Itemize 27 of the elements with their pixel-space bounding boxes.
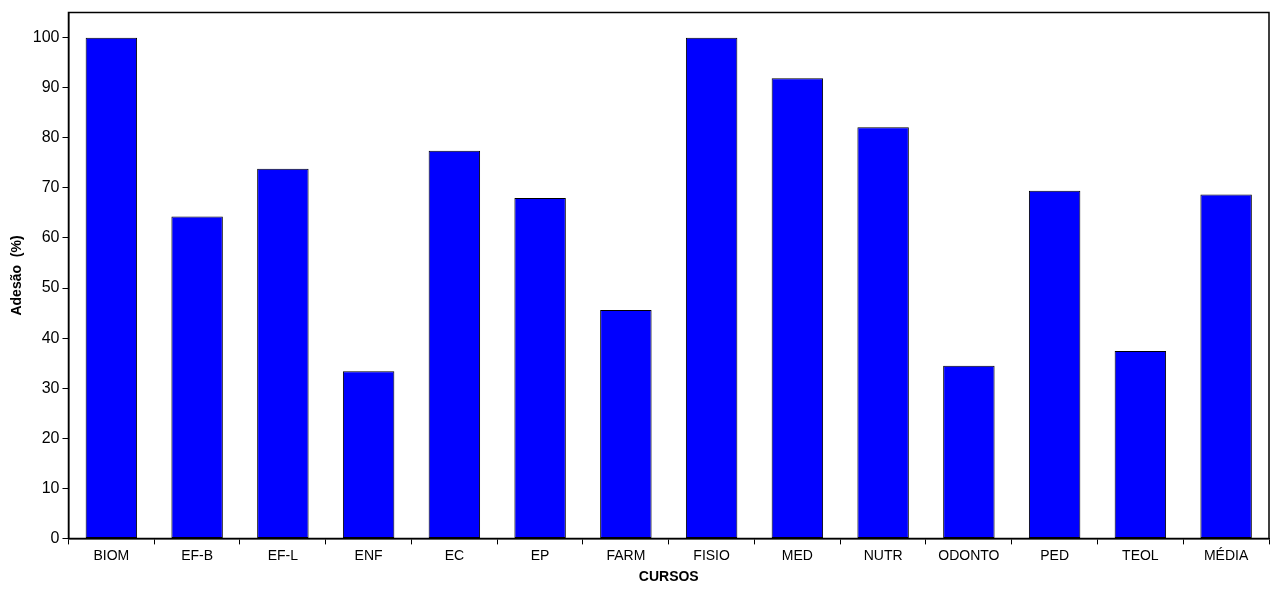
- y-tick-label: 20: [41, 428, 60, 446]
- y-tick-label: 30: [41, 378, 60, 396]
- x-tick-label: MED: [781, 546, 813, 563]
- y-tick-label: 50: [41, 278, 60, 296]
- x-tick-label: PED: [1040, 546, 1070, 563]
- x-tick-label: FISIO: [693, 546, 731, 563]
- x-tick-label: FARM: [606, 546, 646, 563]
- y-tick-label: 10: [41, 478, 60, 496]
- x-tick-label: EF-L: [267, 546, 299, 563]
- x-tick-label: BIOM: [93, 546, 130, 563]
- x-tick-label: NUTR: [863, 546, 903, 563]
- x-tick-label: MÉDIA: [1203, 546, 1249, 563]
- x-tick-label: EF-B: [181, 546, 214, 563]
- y-tick-label: 90: [41, 78, 60, 96]
- x-tick-label: TEOL: [1122, 546, 1159, 563]
- x-tick-label: ENF: [354, 546, 383, 563]
- y-tick-label: 70: [41, 178, 60, 196]
- x-tick-label: EC: [444, 546, 465, 563]
- y-tick-label: 40: [41, 328, 60, 346]
- x-axis-title: CURSOS: [638, 568, 699, 585]
- y-tick-label: 100: [32, 28, 60, 46]
- y-axis-title: Adesão (%): [8, 235, 25, 316]
- x-tick-label: EP: [530, 546, 550, 563]
- y-tick-label: 0: [50, 528, 60, 546]
- y-tick-label: 60: [41, 228, 60, 246]
- y-tick-label: 80: [41, 128, 60, 146]
- x-tick-label: ODONTO: [938, 546, 1000, 563]
